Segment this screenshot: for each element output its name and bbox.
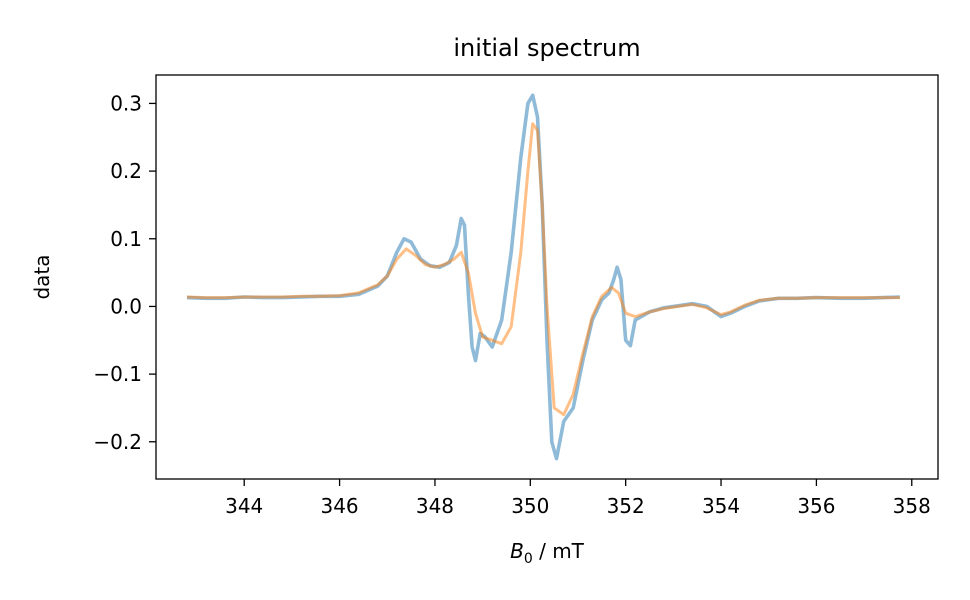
series-line-1: [186, 93, 900, 461]
y-tick-label: −0.2: [93, 430, 142, 454]
y-axis-title: data: [30, 254, 54, 299]
x-axis: 344 346 348 350 352 354 356 358: [225, 479, 931, 518]
x-axis-title-subscript: 0: [524, 551, 533, 567]
x-tick-label: 348: [416, 494, 454, 518]
y-axis: −0.2 −0.1 0.0 0.1 0.2 0.3: [93, 91, 156, 454]
x-axis-title: B0 / mT: [510, 539, 585, 567]
y-tick-label: 0.2: [110, 159, 142, 183]
x-tick-label: 344: [225, 494, 263, 518]
chart-title: initial spectrum: [453, 34, 640, 62]
plot-area-frame: [155, 74, 939, 480]
x-tick-label: 350: [511, 494, 549, 518]
series-line-2: [186, 122, 900, 417]
x-tick-label: 346: [320, 494, 358, 518]
x-tick-label: 358: [893, 494, 931, 518]
series-layer: [186, 93, 900, 461]
y-tick-label: 0.3: [110, 91, 142, 115]
y-tick-label: 0.1: [110, 227, 142, 251]
x-tick-label: 356: [797, 494, 835, 518]
x-axis-title-unit: / mT: [533, 539, 585, 563]
x-axis-title-main: B: [510, 539, 524, 563]
x-tick-label: 352: [607, 494, 645, 518]
y-tick-label: 0.0: [110, 294, 142, 318]
x-tick-label: 354: [702, 494, 740, 518]
y-tick-label: −0.1: [93, 362, 142, 386]
